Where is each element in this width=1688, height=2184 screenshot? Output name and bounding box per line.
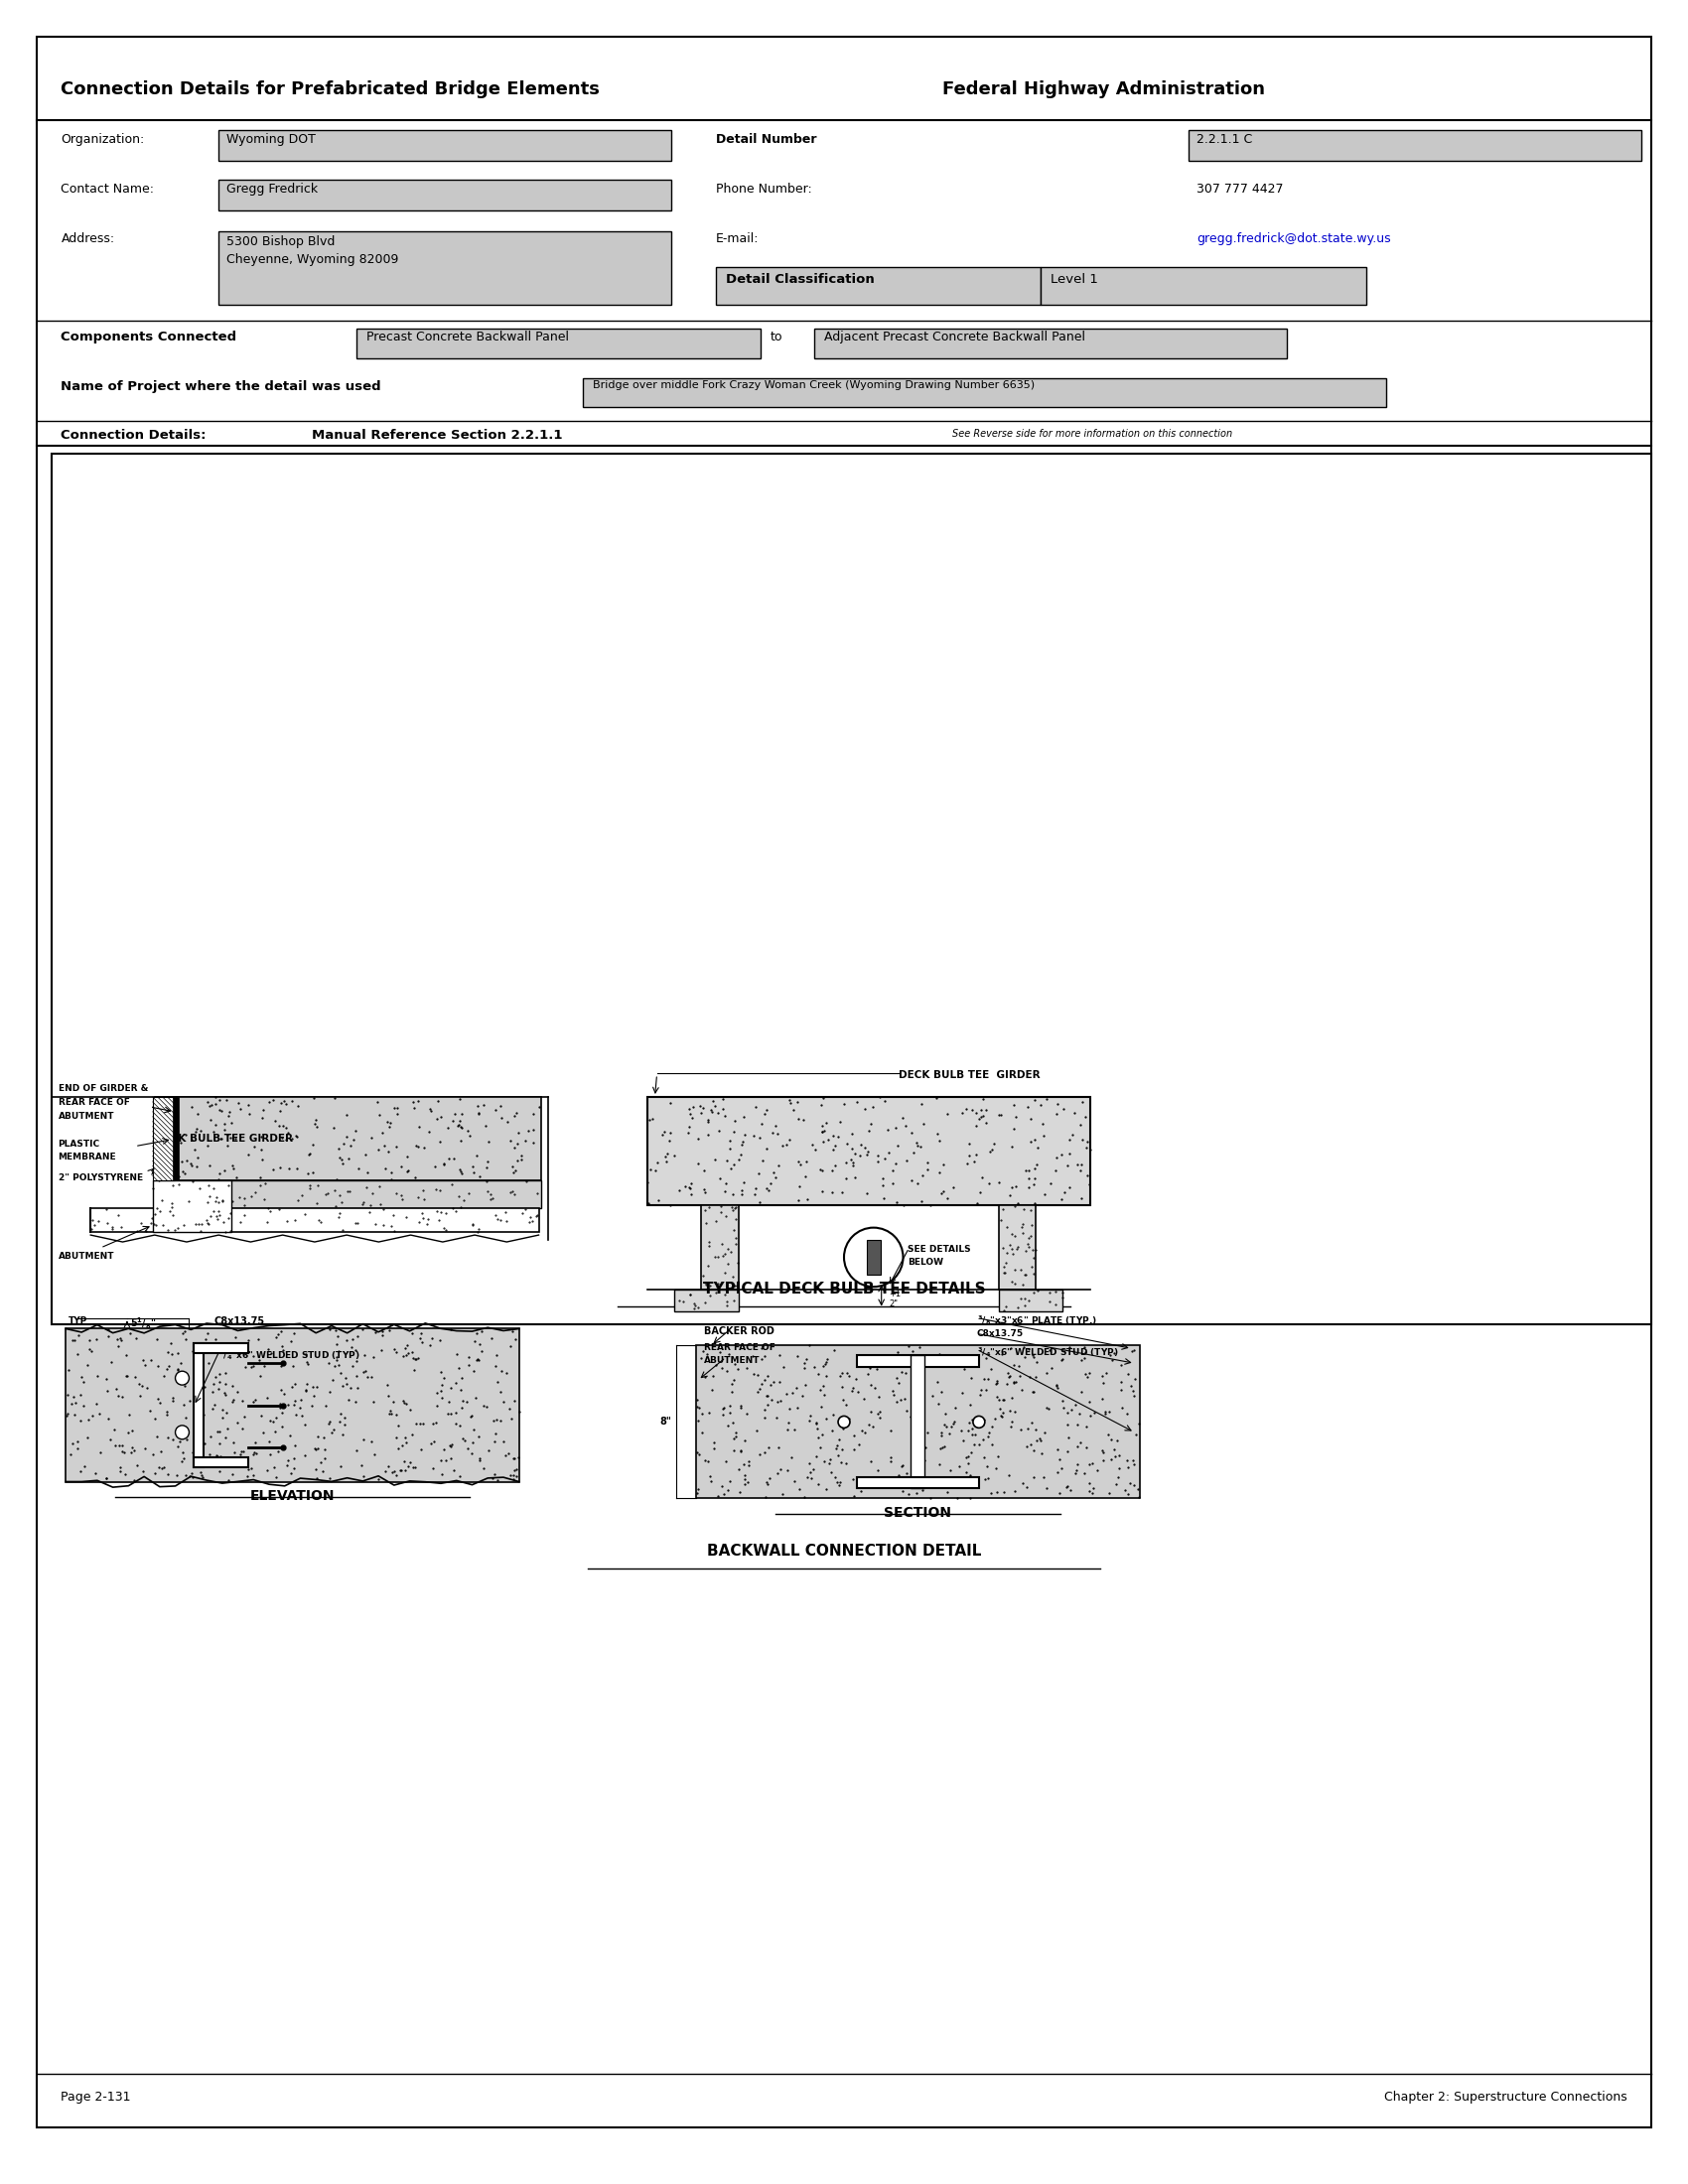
Circle shape bbox=[972, 1415, 984, 1428]
Text: Federal Highway Administration: Federal Highway Administration bbox=[942, 81, 1266, 98]
Circle shape bbox=[837, 1415, 851, 1428]
Text: Phone Number:: Phone Number: bbox=[716, 183, 812, 194]
Text: ABUTMENT: ABUTMENT bbox=[704, 1356, 760, 1365]
Text: ELEVATION: ELEVATION bbox=[250, 1489, 334, 1503]
Text: BACKER ROD: BACKER ROD bbox=[704, 1326, 775, 1337]
Bar bbox=[66, 1328, 518, 1481]
Text: E-mail:: E-mail: bbox=[716, 232, 760, 245]
Bar bbox=[582, 378, 1386, 408]
Text: Components Connected: Components Connected bbox=[61, 330, 236, 343]
Bar bbox=[155, 1096, 176, 1182]
Bar bbox=[152, 1096, 174, 1182]
Bar bbox=[51, 454, 1651, 1324]
Text: +1
2": +1 2" bbox=[890, 1289, 901, 1308]
Text: C8x13.75: C8x13.75 bbox=[977, 1330, 1023, 1339]
Text: Gregg Fredrick: Gregg Fredrick bbox=[226, 183, 317, 194]
Text: $\mathregular{^3/_4}$"x6" WELDED STUD (TYP): $\mathregular{^3/_4}$"x6" WELDED STUD (T… bbox=[977, 1345, 1119, 1358]
Text: SEE DETAILS: SEE DETAILS bbox=[908, 1245, 971, 1254]
Text: REAR FACE OF: REAR FACE OF bbox=[57, 1099, 130, 1107]
Text: REAR FACE OF: REAR FACE OF bbox=[704, 1343, 775, 1352]
Text: Contact Name:: Contact Name: bbox=[61, 183, 154, 194]
Text: 8": 8" bbox=[660, 1417, 672, 1426]
Text: gregg.fredrick@dot.state.wy.us: gregg.fredrick@dot.state.wy.us bbox=[1197, 232, 1391, 245]
Bar bbox=[219, 131, 672, 162]
Bar bbox=[999, 1206, 1036, 1289]
Text: BACKWALL CONNECTION DETAIL: BACKWALL CONNECTION DETAIL bbox=[707, 1544, 981, 1559]
Text: BELOW: BELOW bbox=[908, 1258, 944, 1267]
Text: Bridge over middle Fork Crazy Woman Creek (Wyoming Drawing Number 6635): Bridge over middle Fork Crazy Woman Cree… bbox=[592, 380, 1035, 389]
Bar bbox=[172, 1096, 179, 1182]
Bar bbox=[695, 1345, 1139, 1498]
Bar bbox=[858, 1356, 979, 1367]
Text: DECK BULB TEE GIRDER: DECK BULB TEE GIRDER bbox=[155, 1133, 292, 1144]
Text: ABUTMENT: ABUTMENT bbox=[57, 1112, 115, 1120]
Text: $\mathregular{^3/_4}$"x6" WELDED STUD (TYP): $\mathregular{^3/_4}$"x6" WELDED STUD (T… bbox=[219, 1348, 360, 1363]
Bar bbox=[91, 1208, 538, 1232]
Bar bbox=[866, 1241, 881, 1275]
Bar bbox=[912, 1356, 925, 1489]
Text: Manual Reference Section 2.2.1.1: Manual Reference Section 2.2.1.1 bbox=[312, 428, 562, 441]
Text: DECK BULB TEE  GIRDER: DECK BULB TEE GIRDER bbox=[898, 1070, 1040, 1081]
Text: 2" POLYSTYRENE: 2" POLYSTYRENE bbox=[57, 1173, 142, 1184]
Text: $\mathregular{^3/_8}$"x3"x6" PLATE (TYP.): $\mathregular{^3/_8}$"x3"x6" PLATE (TYP.… bbox=[977, 1315, 1097, 1328]
Bar bbox=[1188, 131, 1642, 162]
Bar bbox=[814, 328, 1288, 358]
Text: 5$\mathregular{^1/_8}$": 5$\mathregular{^1/_8}$" bbox=[130, 1317, 157, 1332]
Bar bbox=[204, 1182, 540, 1208]
Text: Page 2-131: Page 2-131 bbox=[61, 2090, 132, 2103]
Text: Name of Project where the detail was used: Name of Project where the detail was use… bbox=[61, 380, 381, 393]
Bar bbox=[194, 1457, 248, 1468]
Text: 2.2.1.1 C: 2.2.1.1 C bbox=[1197, 133, 1252, 146]
Text: C8x13.75: C8x13.75 bbox=[214, 1317, 265, 1326]
Text: ABUTMENT: ABUTMENT bbox=[57, 1251, 115, 1260]
Text: Chapter 2: Superstructure Connections: Chapter 2: Superstructure Connections bbox=[1384, 2090, 1627, 2103]
Text: END OF GIRDER &: END OF GIRDER & bbox=[57, 1083, 149, 1092]
Bar bbox=[1041, 266, 1366, 306]
Text: Connection Details for Prefabricated Bridge Elements: Connection Details for Prefabricated Bri… bbox=[61, 81, 601, 98]
Circle shape bbox=[176, 1372, 189, 1385]
Text: Level 1: Level 1 bbox=[1052, 273, 1099, 286]
Text: MEMBRANE: MEMBRANE bbox=[57, 1153, 116, 1162]
Text: Wyoming DOT: Wyoming DOT bbox=[226, 133, 316, 146]
Bar bbox=[356, 328, 760, 358]
Bar bbox=[647, 1096, 1090, 1206]
Bar bbox=[219, 232, 672, 306]
Circle shape bbox=[176, 1426, 189, 1439]
Text: PLASTIC: PLASTIC bbox=[57, 1140, 100, 1149]
Text: to: to bbox=[770, 330, 783, 343]
Text: See Reverse side for more information on this connection: See Reverse side for more information on… bbox=[952, 428, 1232, 439]
Bar bbox=[176, 1096, 540, 1182]
Bar bbox=[194, 1343, 204, 1468]
Bar bbox=[999, 1289, 1063, 1310]
Text: 5300 Bishop Blvd
Cheyenne, Wyoming 82009: 5300 Bishop Blvd Cheyenne, Wyoming 82009 bbox=[226, 236, 398, 266]
Text: Organization:: Organization: bbox=[61, 133, 145, 146]
Bar bbox=[716, 266, 1041, 306]
Bar bbox=[675, 1289, 739, 1310]
Text: Adjacent Precast Concrete Backwall Panel: Adjacent Precast Concrete Backwall Panel bbox=[824, 330, 1085, 343]
Text: TYP: TYP bbox=[68, 1317, 88, 1326]
Text: Address:: Address: bbox=[61, 232, 115, 245]
Bar bbox=[194, 1343, 248, 1354]
Bar bbox=[701, 1206, 739, 1289]
Text: Detail Classification: Detail Classification bbox=[726, 273, 874, 286]
Text: 307 777 4427: 307 777 4427 bbox=[1197, 183, 1283, 194]
Bar bbox=[152, 1182, 231, 1232]
Text: Precast Concrete Backwall Panel: Precast Concrete Backwall Panel bbox=[366, 330, 569, 343]
Text: Detail Number: Detail Number bbox=[716, 133, 817, 146]
Text: Connection Details:: Connection Details: bbox=[61, 428, 206, 441]
Bar bbox=[858, 1476, 979, 1489]
Text: TYPICAL DECK BULB TEE DETAILS: TYPICAL DECK BULB TEE DETAILS bbox=[702, 1282, 986, 1297]
Bar bbox=[219, 179, 672, 210]
Text: SECTION: SECTION bbox=[885, 1507, 952, 1520]
